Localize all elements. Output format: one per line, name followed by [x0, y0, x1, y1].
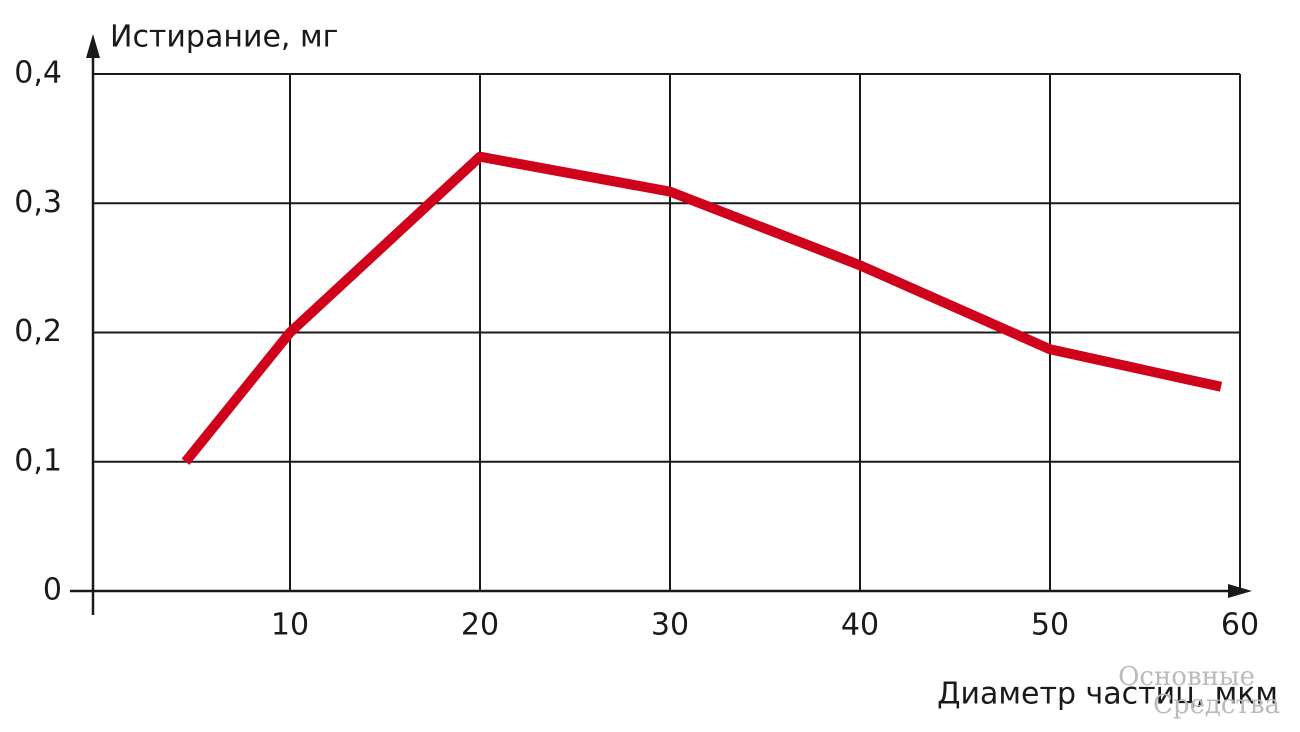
y-tick-label: 0,4 — [14, 56, 62, 91]
y-tick-label: 0,3 — [14, 185, 62, 220]
x-tick-label: 10 — [271, 608, 309, 643]
y-tick-label: 0,1 — [14, 443, 62, 478]
x-axis-title: Диаметр частиц, мкм — [937, 677, 1278, 712]
y-axis-arrow — [86, 34, 100, 58]
y-axis-title: Истирание, мг — [110, 20, 338, 55]
watermark: Основные — [1118, 662, 1255, 692]
x-tick-label: 60 — [1221, 608, 1259, 643]
x-tick-label: 50 — [1031, 608, 1069, 643]
y-tick-label: 0 — [43, 573, 62, 608]
watermark: Средства — [1153, 690, 1280, 720]
y-tick-label: 0,2 — [14, 314, 62, 349]
x-tick-label: 20 — [461, 608, 499, 643]
x-tick-label: 40 — [841, 608, 879, 643]
x-tick-label: 30 — [651, 608, 689, 643]
x-axis-arrow — [1228, 584, 1252, 598]
data-line — [181, 151, 1223, 465]
